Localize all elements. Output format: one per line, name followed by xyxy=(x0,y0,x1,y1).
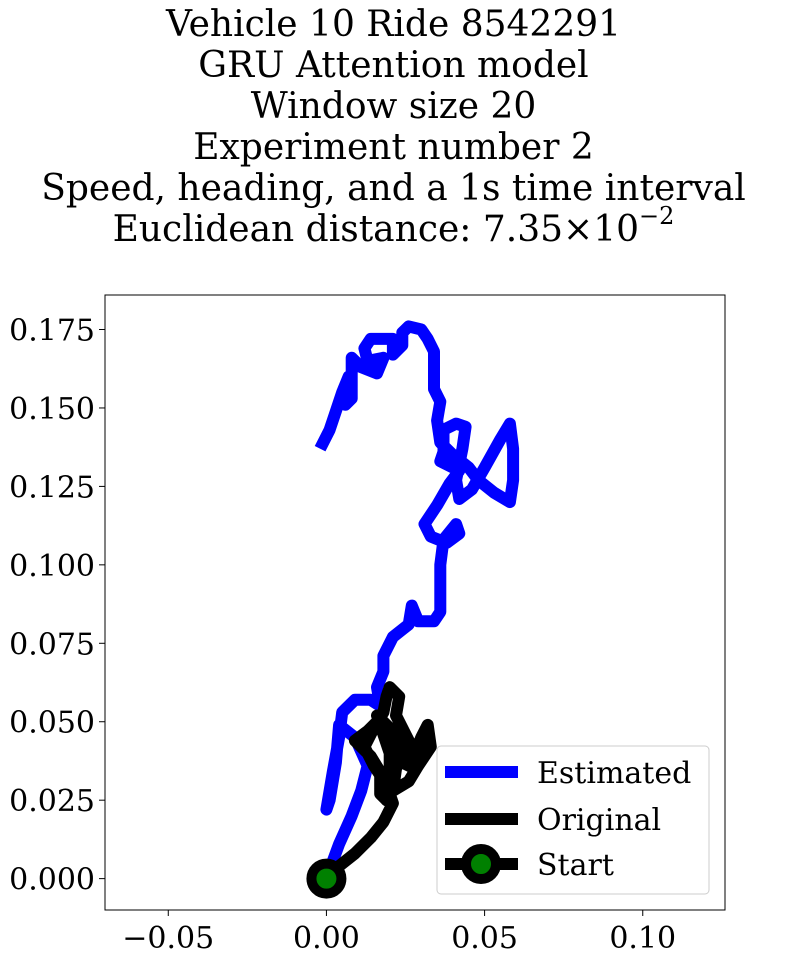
y-tick-label: 0.075 xyxy=(9,627,95,662)
ticks-layer: −0.05 0.00 0.05 0.10 0.000 0.025 0.050 0.075 0.1… xyxy=(9,314,676,956)
y-tick-label: 0.175 xyxy=(9,314,95,349)
plot-frame xyxy=(104,294,726,911)
legend-label-original: Original xyxy=(537,803,661,838)
legend-start-marker xyxy=(461,844,501,884)
y-tick-label: 0.000 xyxy=(9,863,95,898)
distance-base: 10 xyxy=(593,209,640,250)
series-layer xyxy=(306,320,520,899)
x-tick-label: 0.05 xyxy=(451,921,518,956)
y-tick-label: 0.100 xyxy=(9,549,95,584)
start-point-marker xyxy=(306,858,347,899)
x-tick-label: 0.10 xyxy=(609,921,676,956)
legend-box xyxy=(436,745,710,895)
title-line-window: Window size 20 xyxy=(250,86,537,127)
x-tick-label: −0.05 xyxy=(122,921,214,956)
title-line-vehicle: Vehicle 10 Ride 8542291 xyxy=(165,4,622,45)
y-tick-label: 0.050 xyxy=(9,706,95,741)
series-line-estimated xyxy=(314,320,520,881)
legend: Estimated Original Start xyxy=(436,745,710,895)
distance-label: Euclidean distance: xyxy=(112,209,472,250)
distance-times: × xyxy=(563,209,594,250)
distance-mantissa: 7.35 xyxy=(482,209,564,250)
title-line-experiment: Experiment number 2 xyxy=(193,127,594,168)
title-line-model: GRU Attention model xyxy=(198,45,589,86)
legend-label-start: Start xyxy=(537,848,614,883)
chart-title: Vehicle 10 Ride 8542291 GRU Attention mo… xyxy=(0,4,787,250)
legend-label-estimated: Estimated xyxy=(537,756,691,791)
y-tick-label: 0.150 xyxy=(9,392,95,427)
title-line-features: Speed, heading, and a 1s time interval xyxy=(41,168,746,209)
distance-exponent: −2 xyxy=(639,202,675,230)
y-tick-label: 0.125 xyxy=(9,470,95,505)
y-tick-label: 0.025 xyxy=(9,784,95,819)
series-line-original xyxy=(322,681,437,883)
title-line-distance: Euclidean distance: 7.35×10−2 xyxy=(0,204,787,250)
x-tick-label: 0.00 xyxy=(293,921,360,956)
